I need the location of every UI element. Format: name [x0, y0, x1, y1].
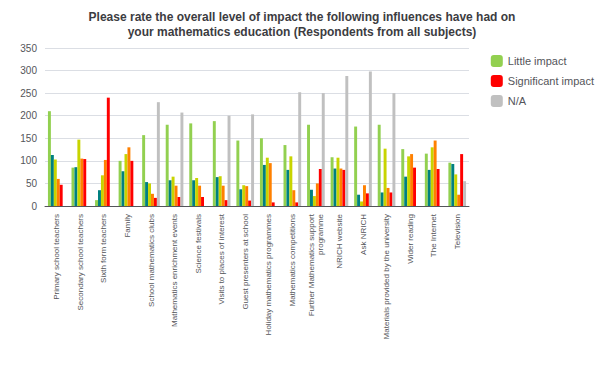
- svg-text:Wider reading: Wider reading: [406, 214, 415, 264]
- svg-text:Science festivals: Science festivals: [194, 214, 203, 274]
- svg-text:Significant impact: Significant impact: [508, 75, 594, 87]
- svg-text:Family: Family: [123, 214, 132, 238]
- svg-text:Mathematics enrichment events: Mathematics enrichment events: [170, 214, 179, 327]
- svg-text:Materials provided by the univ: Materials provided by the university: [382, 214, 391, 339]
- svg-text:School mathematics clubs: School mathematics clubs: [147, 214, 156, 307]
- svg-text:300: 300: [20, 65, 37, 76]
- svg-text:Guest presenters at school: Guest presenters at school: [241, 214, 250, 310]
- svg-text:50: 50: [26, 178, 38, 189]
- svg-text:Visits to places of interest: Visits to places of interest: [217, 213, 226, 304]
- svg-text:your mathematics education (Re: your mathematics education (Respondents …: [128, 25, 477, 39]
- svg-text:Ask NRICH: Ask NRICH: [359, 214, 368, 255]
- svg-text:Primary school teachers: Primary school teachers: [52, 214, 61, 300]
- svg-text:0: 0: [31, 201, 37, 212]
- svg-text:The Internet: The Internet: [429, 213, 438, 257]
- svg-text:N/A: N/A: [508, 95, 527, 107]
- svg-text:100: 100: [20, 155, 37, 166]
- svg-text:Television: Television: [453, 214, 462, 249]
- svg-text:Secondary school teachers: Secondary school teachers: [76, 214, 85, 311]
- svg-text:Please rate the overall level: Please rate the overall level of impact …: [89, 10, 516, 24]
- svg-text:Further Mathematics support: Further Mathematics support: [307, 213, 316, 316]
- svg-text:Little impact: Little impact: [508, 55, 567, 67]
- svg-text:250: 250: [20, 88, 37, 99]
- svg-text:Holiday mathematics programmes: Holiday mathematics programmes: [264, 214, 273, 335]
- svg-text:350: 350: [20, 43, 37, 54]
- svg-text:programme: programme: [316, 213, 325, 254]
- svg-text:Sixth form teachers: Sixth form teachers: [99, 214, 108, 283]
- svg-text:NRICH website: NRICH website: [335, 213, 344, 268]
- svg-text:150: 150: [20, 133, 37, 144]
- svg-text:Mathematics competitions: Mathematics competitions: [288, 214, 297, 306]
- svg-text:200: 200: [20, 110, 37, 121]
